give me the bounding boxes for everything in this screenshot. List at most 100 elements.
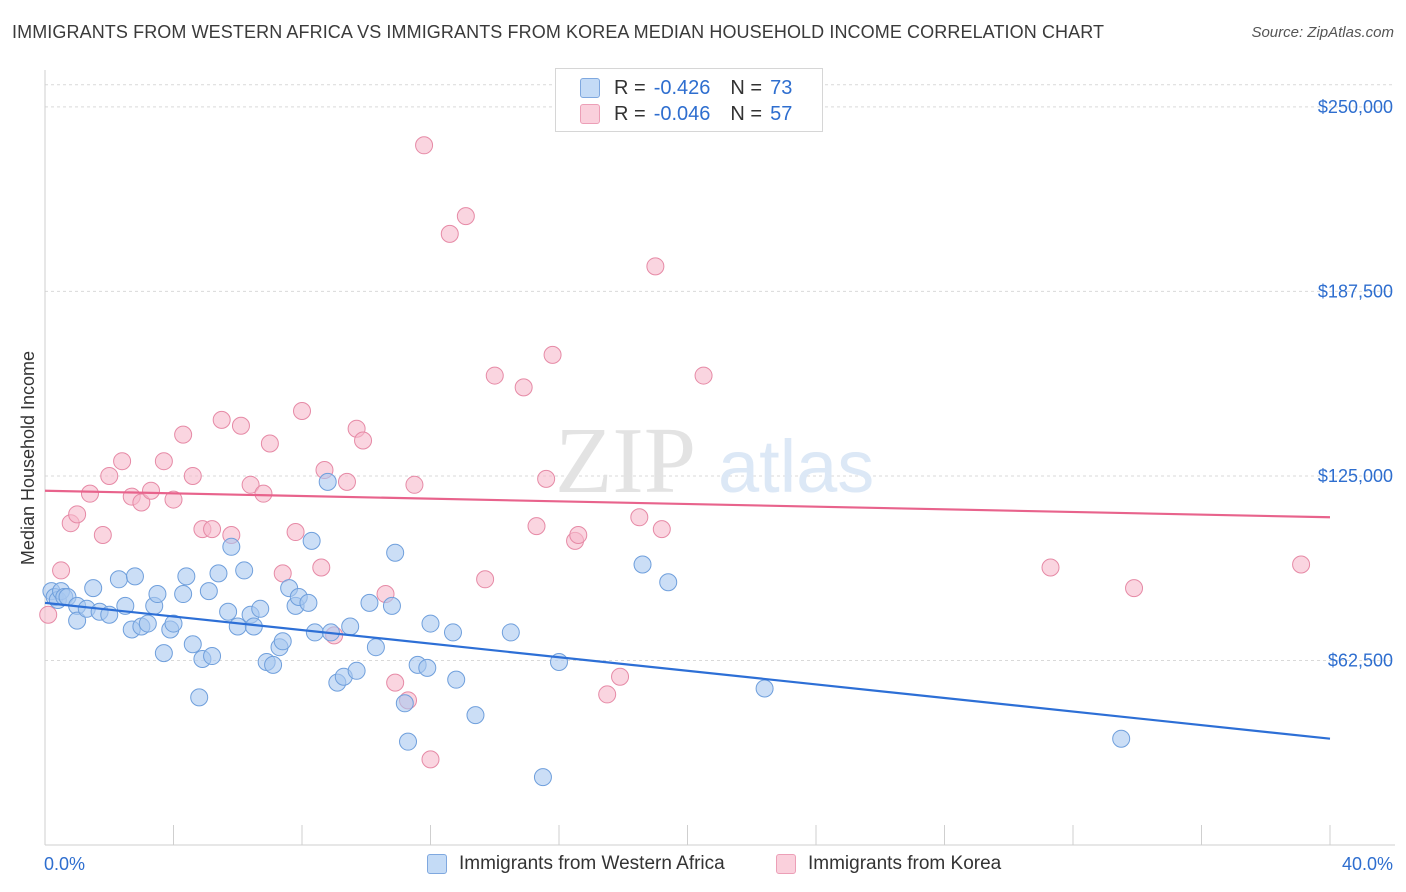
y-axis-title: Median Household Income <box>18 351 38 565</box>
korea-point <box>39 605 58 624</box>
korea-point <box>421 750 440 769</box>
korea-point <box>569 526 588 544</box>
western-africa-point <box>382 596 401 615</box>
western-africa-point <box>68 611 87 630</box>
source-credit: Source: ZipAtlas.com <box>1251 24 1394 41</box>
korea-point <box>1125 579 1144 598</box>
legend-swatch-pink <box>580 104 600 124</box>
trend-lines <box>44 489 1331 740</box>
western-africa-point <box>447 670 466 689</box>
bottom-legend-swatch-pink <box>776 854 796 874</box>
western-africa-point <box>360 593 379 612</box>
western-africa-point <box>399 732 418 751</box>
stats-legend: R = -0.426 N = 73 R = -0.046 N = 57 <box>555 68 823 132</box>
korea-point <box>203 520 222 539</box>
western-africa-point <box>273 632 292 651</box>
western-africa-point <box>109 570 128 589</box>
korea-point <box>337 472 356 491</box>
chart-title: IMMIGRANTS FROM WESTERN AFRICA VS IMMIGR… <box>12 22 1105 42</box>
axes <box>44 70 1395 846</box>
x-tick-label-min: 0.0% <box>44 854 85 874</box>
korea-point <box>630 508 649 527</box>
axis-labels: $62,500 $125,000 $187,500 $250,000 0.0% 40.0% <box>44 97 1393 874</box>
bottom-legend-western-africa: Immigrants from Western Africa <box>427 851 725 877</box>
y-tick-label: $125,000 <box>1318 466 1393 486</box>
bottom-legend-label: Immigrants from Western Africa <box>459 853 725 874</box>
western-africa-point <box>501 623 520 642</box>
korea-point <box>154 452 173 471</box>
korea-point <box>312 558 331 577</box>
western-africa-point <box>203 647 222 666</box>
korea-point <box>52 561 71 580</box>
western-africa-point <box>138 614 157 633</box>
legend-r-label: R = <box>614 76 646 99</box>
western-africa-point <box>228 617 247 636</box>
western-africa-point <box>366 638 385 657</box>
korea-point <box>241 475 260 494</box>
western-africa-point <box>148 585 167 604</box>
korea-point <box>293 402 311 420</box>
western-africa-point <box>318 472 337 491</box>
korea-point <box>260 434 279 453</box>
western-africa-point <box>755 679 774 698</box>
korea-point <box>646 257 665 276</box>
legend-row-western-africa: R = -0.426 N = 73 <box>580 75 792 101</box>
legend-r-value: -0.046 <box>653 102 711 125</box>
western-africa-point <box>251 599 270 618</box>
korea-point <box>174 425 193 444</box>
legend-swatch-blue <box>580 78 600 98</box>
korea-point <box>93 526 112 544</box>
korea-point <box>1292 555 1311 574</box>
korea-point <box>543 345 562 364</box>
korea-point <box>212 410 231 429</box>
legend-row-korea: R = -0.046 N = 57 <box>580 101 792 127</box>
x-tick-label-max: 40.0% <box>1342 854 1393 874</box>
y-tick-label: $62,500 <box>1328 650 1393 670</box>
korea-point <box>611 667 630 686</box>
western-africa-point <box>154 644 173 663</box>
korea-point <box>142 481 161 500</box>
western-africa-point <box>466 706 485 725</box>
korea-point <box>537 469 556 488</box>
korea-point <box>1041 558 1060 577</box>
y-tick-label: $187,500 <box>1318 281 1393 301</box>
watermark-zip: ZIP <box>555 409 696 513</box>
western-africa-point <box>222 537 241 556</box>
korea-point <box>527 517 546 536</box>
western-africa-point <box>209 564 228 583</box>
legend-n-label: N = <box>730 76 763 99</box>
korea-point <box>231 416 250 435</box>
western-africa-point <box>443 623 462 642</box>
y-tick-label: $250,000 <box>1318 97 1393 117</box>
watermark-atlas: atlas <box>718 425 874 508</box>
legend-n-value: 57 <box>770 102 793 125</box>
western-africa-point <box>659 573 678 592</box>
western-africa-point <box>341 617 360 636</box>
korea-point <box>415 136 434 155</box>
western-africa-points <box>42 472 1131 787</box>
korea-point <box>386 673 405 692</box>
western-africa-point <box>347 661 366 680</box>
korea-point <box>405 475 424 494</box>
western-africa-point <box>633 555 652 574</box>
korea-point <box>254 484 273 503</box>
western-africa-point <box>190 688 209 707</box>
western-africa-point <box>219 602 238 621</box>
western-africa-point <box>177 567 196 586</box>
korea-point <box>456 207 475 226</box>
korea-point <box>286 523 305 542</box>
western-africa-point <box>1112 729 1131 748</box>
western-africa-trend-line <box>44 601 1331 740</box>
korea-point <box>598 685 617 704</box>
western-africa-point <box>199 582 218 601</box>
korea-point <box>183 466 202 485</box>
western-africa-point <box>264 655 283 674</box>
legend-r-label: R = <box>614 102 646 125</box>
western-africa-point <box>235 561 254 580</box>
legend-n-value: 73 <box>770 76 793 99</box>
korea-point <box>514 378 533 397</box>
western-africa-point <box>183 635 202 654</box>
legend-r-value: -0.426 <box>653 76 711 99</box>
western-africa-point <box>174 585 193 604</box>
